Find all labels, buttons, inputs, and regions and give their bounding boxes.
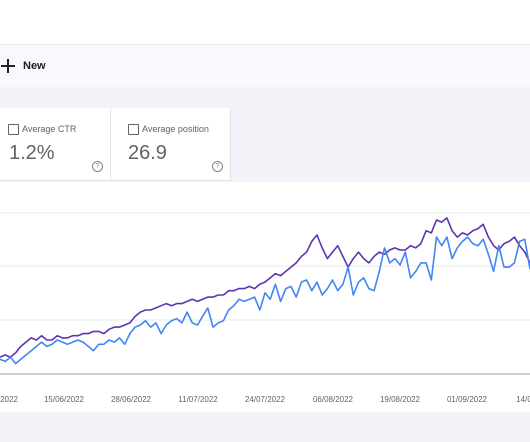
help-icon[interactable]: ?	[212, 161, 223, 172]
average-ctr-value: 1.2%	[9, 142, 55, 164]
x-tick-label: 19/08/2022	[380, 395, 421, 404]
performance-chart: 2022 15/06/2022 28/06/2022 11/07/2022 24/07/…	[0, 212, 530, 404]
x-tick-label: 01/09/2022	[447, 395, 488, 404]
x-tick-label: 15/06/2022	[44, 395, 85, 404]
average-position-checkbox[interactable]	[128, 124, 139, 135]
new-filter-label: New	[23, 60, 46, 72]
average-position-label: Average position	[142, 124, 209, 134]
x-tick-label: 11/07/2022	[178, 395, 218, 404]
x-tick-label: 24/07/2022	[245, 395, 286, 404]
x-tick-label: 2022	[0, 395, 18, 404]
new-filter-button[interactable]: New	[0, 53, 52, 79]
metric-cards: Average CTR 1.2% ? Average position 26.9…	[0, 108, 231, 182]
x-tick-label: 06/08/2022	[313, 395, 354, 404]
average-position-value: 26.9	[128, 142, 167, 164]
plus-icon	[1, 59, 15, 73]
metric-card-average-position[interactable]: Average position 26.9 ?	[111, 108, 231, 181]
top-bar	[0, 0, 530, 44]
performance-chart-panel: 2022 15/06/2022 28/06/2022 11/07/2022 24/07/…	[0, 182, 530, 412]
x-tick-label: 28/06/2022	[111, 395, 152, 404]
x-tick-label: 14/0	[516, 395, 530, 404]
filter-bar: New	[0, 44, 530, 87]
help-icon[interactable]: ?	[92, 161, 103, 172]
average-ctr-checkbox[interactable]	[8, 124, 19, 135]
series-line-clicks	[0, 217, 530, 358]
series-line-impressions	[0, 236, 530, 365]
metric-card-average-ctr[interactable]: Average CTR 1.2% ?	[0, 108, 111, 181]
average-ctr-label: Average CTR	[22, 124, 77, 134]
